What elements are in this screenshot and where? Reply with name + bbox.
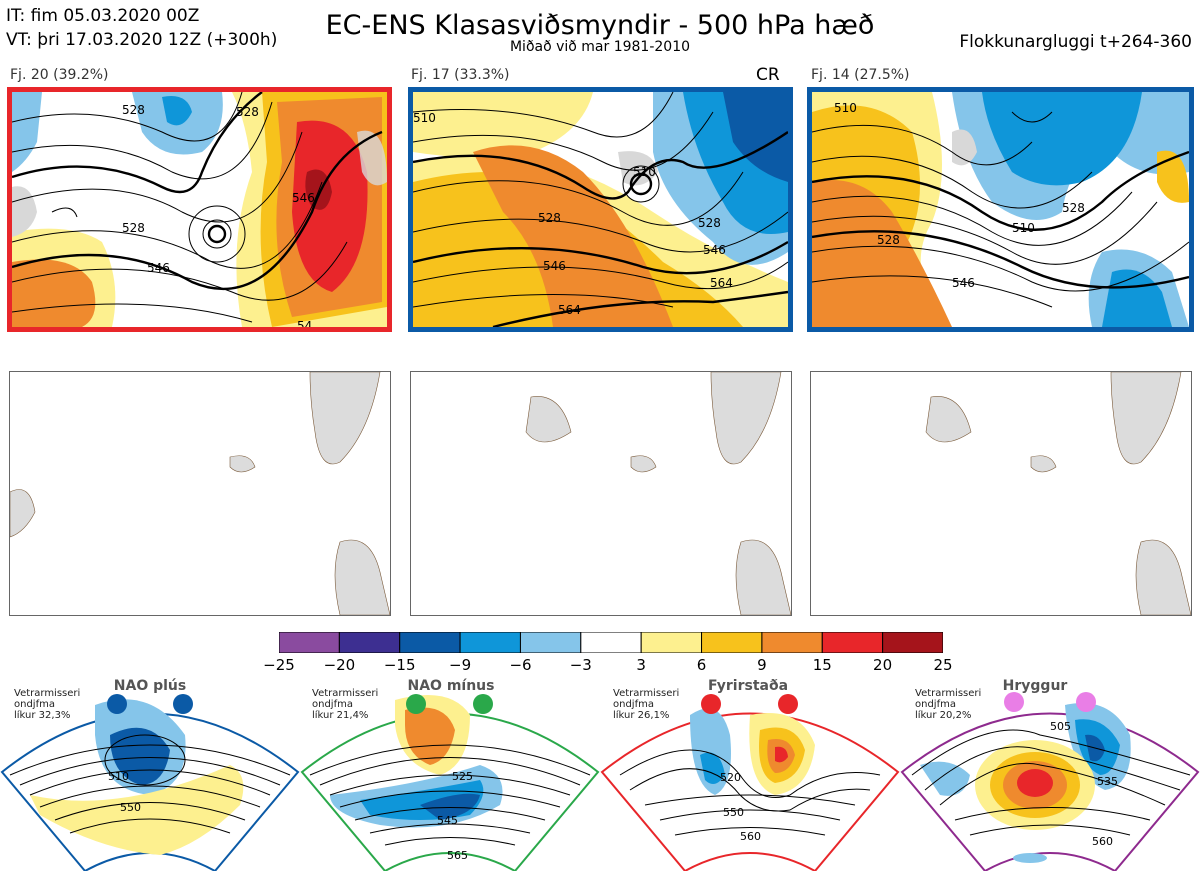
regime-1-dot	[173, 694, 193, 714]
colorbar-swatch	[821, 631, 884, 654]
colorbar-tick-label: 3	[636, 656, 646, 674]
contour-label: 564	[558, 303, 581, 317]
regime-2-contour: 565	[447, 849, 468, 862]
colorbar-swatch	[882, 631, 944, 654]
contour-label: 510	[834, 101, 857, 115]
contour-label: 528	[122, 103, 145, 117]
regime-3-contour: 550	[723, 806, 744, 819]
colorbar-tick-label: 9	[757, 656, 767, 674]
colorbar-tick-label: 6	[696, 656, 707, 674]
cluster-map-3: 510 510 528 528 546	[807, 87, 1194, 332]
cluster-2-tag: CR	[756, 65, 780, 85]
cluster-map-2: 510 510 528 528 546 546 564 564	[408, 87, 793, 332]
regime-1-dot	[107, 694, 127, 714]
colorbar-tick-label: −3	[569, 656, 592, 674]
regime-1-text: Vetrarmisseri ondjfma líkur 32,3%	[14, 688, 81, 721]
regime-4-contour: 560	[1092, 835, 1113, 848]
contour-label: 546	[147, 261, 170, 275]
colorbar-tick-label: −20	[323, 656, 356, 674]
contour-label: 528	[1062, 201, 1085, 215]
regime-2-dot	[406, 694, 426, 714]
regime-1-contour: 510	[108, 770, 129, 783]
colorbar-tick-label: −25	[263, 656, 295, 674]
regime-3-contour: 520	[720, 771, 741, 784]
contour-label: 546	[703, 243, 726, 257]
regimes	[0, 675, 1200, 873]
colorbar-swatch	[278, 631, 340, 654]
regime-3-dot	[701, 694, 721, 714]
contour-label: 546	[952, 276, 975, 290]
regime-4-contour: 505	[1050, 720, 1071, 733]
page-subtitle: Miðað við mar 1981-2010	[509, 39, 691, 55]
cluster-map-1: 528 528 528 546 546 54	[7, 87, 392, 332]
contour-label: 528	[236, 105, 259, 119]
contour-label: 546	[292, 191, 315, 205]
cluster-2-label: Fj. 17 (33.3%)	[411, 67, 510, 83]
colorbar	[278, 631, 944, 654]
regime-4-contour: 535	[1097, 775, 1118, 788]
regime-3-text: Vetrarmisseri ondjfma líkur 26,1%	[613, 688, 680, 721]
regime-nao-minus	[300, 695, 600, 873]
colorbar-swatch	[338, 631, 401, 654]
page-title: EC-ENS Klasasviðsmyndir - 500 hPa hæð	[325, 10, 875, 41]
colorbar-tick-label: 20	[873, 656, 893, 674]
regime-1-title: NAO plús	[113, 678, 187, 694]
regime-3-dot	[778, 694, 798, 714]
regime-blocking	[600, 708, 900, 873]
colorbar-swatch	[761, 631, 823, 654]
regime-3-contour: 560	[740, 830, 761, 843]
regime-2-title: NAO mínus	[407, 678, 495, 694]
colorbar-swatch	[640, 631, 703, 654]
regime-4-title: Hryggur	[1002, 678, 1068, 694]
regime-ridge	[900, 703, 1200, 873]
colorbar-tick-label: 15	[812, 656, 832, 674]
contour-label: 546	[543, 259, 566, 273]
regime-nao-plus	[0, 699, 300, 873]
colorbar-swatch	[399, 631, 461, 654]
regime-4-dot	[1004, 692, 1024, 712]
contour-label: 528	[698, 216, 721, 230]
colorbar-tick-label: −9	[449, 656, 472, 674]
colorbar-swatch	[519, 631, 582, 654]
regime-2-contour: 525	[452, 770, 473, 783]
regime-4-text: Vetrarmisseri ondjfma líkur 20,2%	[915, 688, 982, 721]
colorbar-tick-label: −15	[383, 656, 416, 674]
colorbar-tick-label: −6	[509, 656, 532, 674]
blank-map-3	[810, 371, 1192, 616]
contour-label: 510	[633, 165, 656, 179]
colorbar-swatch	[701, 631, 763, 654]
cluster-1-label: Fj. 20 (39.2%)	[10, 67, 109, 83]
colorbar-tick-label: 25	[933, 656, 953, 674]
regime-2-dot	[473, 694, 493, 714]
regime-2-text: Vetrarmisseri ondjfma líkur 21,4%	[312, 688, 379, 721]
classification-window: Flokkunargluggi t+264-360	[959, 32, 1192, 52]
blank-map-2	[410, 371, 792, 616]
blank-map-1	[9, 371, 391, 616]
contour-label: 510	[1012, 221, 1035, 235]
contour-label: 528	[122, 221, 145, 235]
cluster-3-label: Fj. 14 (27.5%)	[811, 67, 910, 83]
contour-label: 528	[538, 211, 561, 225]
colorbar-swatch	[459, 631, 521, 654]
regime-1-contour: 550	[120, 801, 141, 814]
contour-label: 564	[710, 276, 733, 290]
valid-time: VT: þri 17.03.2020 12Z (+300h)	[6, 30, 278, 50]
regime-4-dot	[1076, 692, 1096, 712]
contour-label: 510	[413, 111, 436, 125]
colorbar-swatch	[580, 631, 642, 654]
contour-label: 528	[877, 233, 900, 247]
contour-label: 54	[297, 319, 312, 327]
regime-3-title: Fyrirstaða	[707, 678, 789, 694]
regime-2-contour: 545	[437, 814, 458, 827]
init-time: IT: fim 05.03.2020 00Z	[6, 6, 200, 26]
